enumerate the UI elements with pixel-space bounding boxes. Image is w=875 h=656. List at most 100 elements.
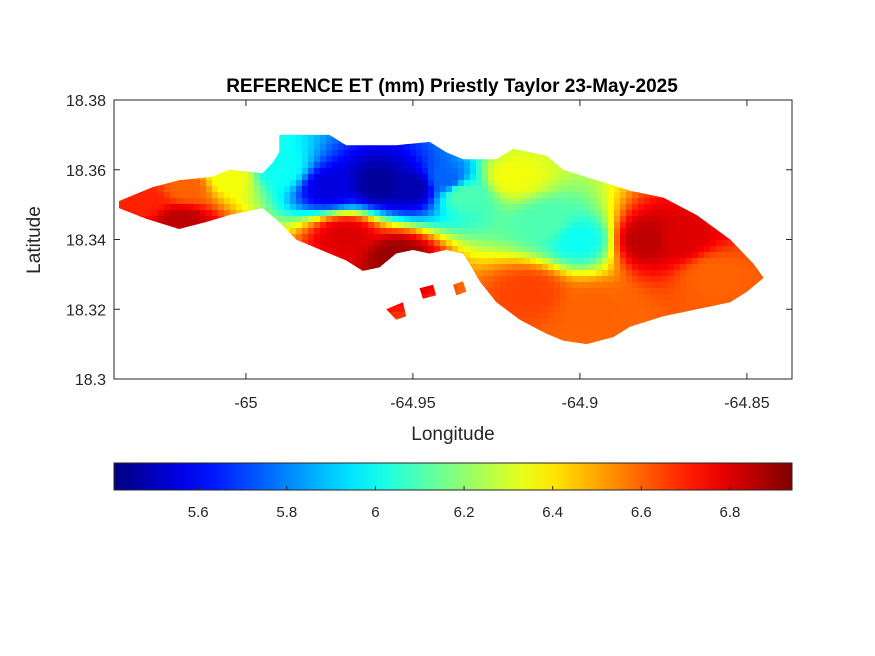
heatmap-cell bbox=[662, 246, 669, 253]
heatmap-cell bbox=[458, 186, 465, 193]
heatmap-cell bbox=[470, 228, 477, 235]
heatmap-cell bbox=[464, 246, 471, 253]
heatmap-cell bbox=[518, 210, 525, 217]
heatmap-cell bbox=[332, 156, 339, 163]
heatmap-cell bbox=[728, 282, 735, 289]
heatmap-cell bbox=[410, 156, 417, 163]
heatmap-cell bbox=[662, 228, 669, 235]
heatmap-cell bbox=[152, 216, 159, 223]
heatmap-cell bbox=[530, 294, 537, 301]
heatmap-cell bbox=[614, 270, 621, 277]
heatmap-cell bbox=[356, 186, 363, 193]
heatmap-cell bbox=[308, 180, 315, 187]
heatmap-cell bbox=[500, 174, 507, 181]
heatmap-cell bbox=[560, 240, 567, 247]
heatmap-cell bbox=[536, 276, 543, 283]
heatmap-cell bbox=[482, 240, 489, 247]
heatmap-cell bbox=[212, 174, 219, 181]
heatmap-cell bbox=[680, 300, 687, 307]
heatmap-cell bbox=[416, 228, 423, 235]
heatmap-cell bbox=[290, 222, 297, 229]
heatmap-cell bbox=[632, 276, 639, 283]
heatmap-cell bbox=[524, 258, 531, 265]
heatmap-cell bbox=[722, 282, 729, 289]
heatmap-cell bbox=[464, 192, 471, 199]
heatmap-cell bbox=[356, 204, 363, 211]
heatmap-cell bbox=[182, 204, 189, 211]
heatmap-cell bbox=[458, 282, 465, 289]
heatmap-cell bbox=[578, 222, 585, 229]
heatmap-cell bbox=[416, 168, 423, 175]
heatmap-cell bbox=[494, 156, 501, 163]
heatmap-cell bbox=[440, 150, 447, 157]
heatmap-cell bbox=[644, 306, 651, 313]
heatmap-cell bbox=[446, 156, 453, 163]
heatmap-cell bbox=[692, 288, 699, 295]
heatmap-cell bbox=[338, 198, 345, 205]
heatmap-cell bbox=[608, 222, 615, 229]
heatmap-cell bbox=[662, 240, 669, 247]
heatmap-cell bbox=[194, 180, 201, 187]
heatmap-cell bbox=[440, 216, 447, 223]
heatmap-cell bbox=[500, 162, 507, 169]
heatmap-cell bbox=[596, 198, 603, 205]
heatmap-cell bbox=[674, 240, 681, 247]
heatmap-cell bbox=[584, 222, 591, 229]
heatmap-cell bbox=[638, 282, 645, 289]
heatmap-cell bbox=[536, 210, 543, 217]
heatmap-cell bbox=[338, 240, 345, 247]
heatmap-cell bbox=[140, 210, 147, 217]
heatmap-cell bbox=[404, 180, 411, 187]
heatmap-cell bbox=[650, 306, 657, 313]
heatmap-cell bbox=[302, 234, 309, 241]
heatmap-cell bbox=[554, 276, 561, 283]
heatmap-cell bbox=[476, 168, 483, 175]
heatmap-cell bbox=[674, 306, 681, 313]
heatmap-cell bbox=[554, 216, 561, 223]
heatmap-cell bbox=[218, 198, 225, 205]
heatmap-cell bbox=[230, 210, 237, 217]
heatmap-cell bbox=[368, 210, 375, 217]
heatmap-cell bbox=[476, 162, 483, 169]
heatmap-cell bbox=[650, 204, 657, 211]
heatmap-cell bbox=[686, 300, 693, 307]
heatmap-cell bbox=[434, 192, 441, 199]
heatmap-cell bbox=[572, 318, 579, 325]
heatmap-cell bbox=[632, 252, 639, 259]
heatmap-cell bbox=[446, 222, 453, 229]
heatmap-cell bbox=[470, 264, 477, 271]
heatmap-cell bbox=[656, 306, 663, 313]
heatmap-cell bbox=[596, 222, 603, 229]
heatmap-cell bbox=[620, 228, 627, 235]
heatmap-cell bbox=[572, 222, 579, 229]
heatmap-cell bbox=[440, 240, 447, 247]
heatmap-cell bbox=[590, 294, 597, 301]
heatmap-cell bbox=[500, 222, 507, 229]
heatmap-cell bbox=[284, 138, 291, 145]
heatmap-cell bbox=[518, 288, 525, 295]
heatmap-cell bbox=[308, 168, 315, 175]
heatmap-cell bbox=[494, 246, 501, 253]
heatmap-cell bbox=[392, 234, 399, 241]
heatmap-cell bbox=[476, 246, 483, 253]
heatmap-cell bbox=[728, 258, 735, 265]
heatmap-cell bbox=[542, 216, 549, 223]
heatmap-cell bbox=[572, 192, 579, 199]
heatmap-cell bbox=[278, 150, 285, 157]
heatmap-cell bbox=[596, 234, 603, 241]
heatmap-cell bbox=[302, 144, 309, 151]
heatmap-cell bbox=[512, 162, 519, 169]
heatmap-cell bbox=[578, 264, 585, 271]
heatmap-cell bbox=[452, 228, 459, 235]
heatmap-cell bbox=[332, 174, 339, 181]
heatmap-cell bbox=[668, 222, 675, 229]
heatmap-cell bbox=[716, 294, 723, 301]
heatmap-cell bbox=[590, 246, 597, 253]
heatmap-cell bbox=[716, 234, 723, 241]
heatmap-cell bbox=[728, 288, 735, 295]
heatmap-cell bbox=[578, 324, 585, 331]
heatmap-cell bbox=[308, 216, 315, 223]
heatmap-cell bbox=[392, 216, 399, 223]
heatmap-cell bbox=[602, 282, 609, 289]
heatmap-cell bbox=[530, 288, 537, 295]
